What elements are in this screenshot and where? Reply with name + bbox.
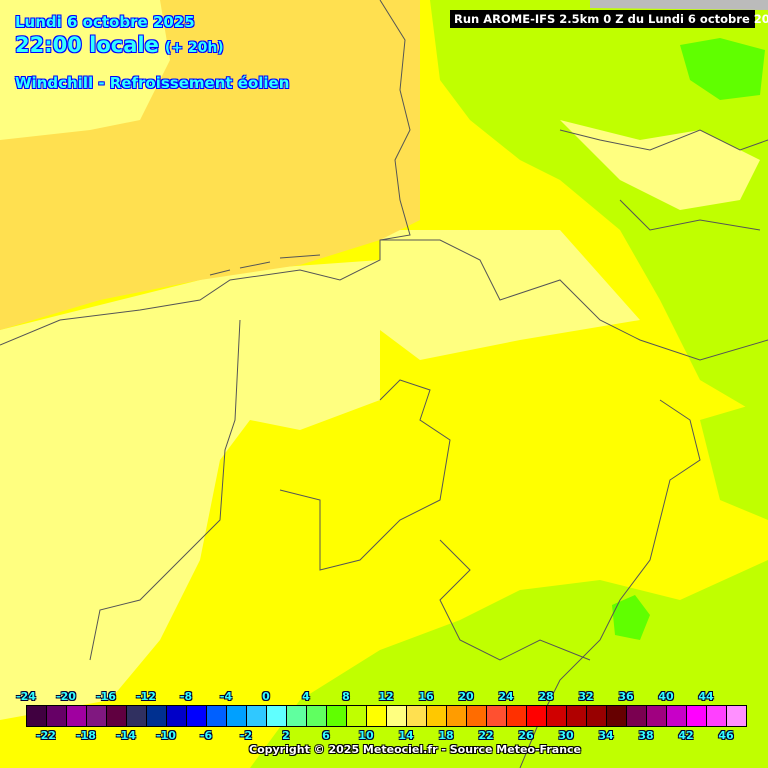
legend-label: 18 <box>438 729 454 742</box>
legend-swatch <box>187 706 207 726</box>
land-zone-pale <box>0 260 380 720</box>
copyright-text: Copyright © 2025 Meteociel.fr - Source M… <box>249 743 582 756</box>
island-chain <box>209 254 321 276</box>
parameter-title: Windchill - Refroissement éolien <box>15 74 290 92</box>
legend-label: 8 <box>342 690 350 703</box>
forecast-date: Lundi 6 octobre 2025 <box>15 13 195 31</box>
legend-swatch <box>447 706 467 726</box>
legend-swatch <box>47 706 67 726</box>
legend-label: 24 <box>498 690 514 703</box>
legend-swatch <box>347 706 367 726</box>
legend-label: 30 <box>558 729 574 742</box>
green-zone-east <box>700 400 768 520</box>
legend-label: 38 <box>638 729 654 742</box>
legend-swatch <box>727 706 746 726</box>
legend-swatch <box>167 706 187 726</box>
legend-swatch <box>227 706 247 726</box>
legend-label: 42 <box>678 729 694 742</box>
legend-swatch <box>107 706 127 726</box>
no-data-zone <box>590 0 768 10</box>
legend-label: 32 <box>578 690 594 703</box>
forecast-offset: (+ 20h) <box>164 40 224 56</box>
legend-label: -16 <box>96 690 116 703</box>
legend-swatch <box>487 706 507 726</box>
legend-swatch <box>127 706 147 726</box>
legend-swatch <box>407 706 427 726</box>
legend-label: 0 <box>262 690 270 703</box>
legend-label: -14 <box>116 729 136 742</box>
legend-swatch <box>267 706 287 726</box>
coast-north <box>559 129 768 231</box>
color-legend <box>26 705 747 727</box>
legend-label: -12 <box>136 690 156 703</box>
legend-swatch <box>427 706 447 726</box>
border-central <box>279 379 451 571</box>
border-east <box>519 399 701 768</box>
green-zone-north <box>430 0 768 420</box>
legend-swatch <box>507 706 527 726</box>
legend-swatch <box>667 706 687 726</box>
legend-label: 16 <box>418 690 434 703</box>
forecast-time: 22:00 locale (+ 20h) <box>15 33 224 57</box>
river <box>439 539 591 661</box>
legend-swatch <box>647 706 667 726</box>
legend-label: -8 <box>179 690 193 703</box>
legend-label: 28 <box>538 690 554 703</box>
legend-swatch <box>287 706 307 726</box>
legend-swatch <box>627 706 647 726</box>
legend-label: 26 <box>518 729 534 742</box>
estuary <box>380 239 768 361</box>
legend-label: -22 <box>36 729 56 742</box>
legend-swatch <box>87 706 107 726</box>
legend-swatch <box>27 706 47 726</box>
legend-label: 20 <box>458 690 474 703</box>
legend-swatch <box>387 706 407 726</box>
legend-label: -4 <box>219 690 233 703</box>
legend-label: -6 <box>199 729 213 742</box>
legend-label: 22 <box>478 729 494 742</box>
legend-label: 4 <box>302 690 310 703</box>
coastline <box>0 0 411 346</box>
legend-label: -18 <box>76 729 96 742</box>
legend-label: 46 <box>718 729 734 742</box>
legend-label: 12 <box>378 690 394 703</box>
legend-swatch <box>547 706 567 726</box>
legend-label: -10 <box>156 729 176 742</box>
legend-swatch <box>67 706 87 726</box>
sea-zone-pale <box>0 0 170 140</box>
legend-swatch <box>367 706 387 726</box>
green-patch-ne <box>680 38 765 100</box>
legend-swatch <box>607 706 627 726</box>
legend-swatch <box>207 706 227 726</box>
legend-label: 40 <box>658 690 674 703</box>
legend-swatch <box>687 706 707 726</box>
legend-label: 34 <box>598 729 614 742</box>
run-info-bar: Run AROME-IFS 2.5km 0 Z du Lundi 6 octob… <box>450 10 768 28</box>
legend-label: -2 <box>239 729 253 742</box>
legend-swatch <box>567 706 587 726</box>
legend-swatch <box>327 706 347 726</box>
legend-swatch <box>467 706 487 726</box>
legend-label: 6 <box>322 729 330 742</box>
green-patch-se <box>612 595 650 640</box>
border-west <box>89 319 241 661</box>
land-zone-pale-north <box>380 230 640 360</box>
legend-label: -24 <box>16 690 36 703</box>
legend-label: 14 <box>398 729 414 742</box>
legend-swatch <box>147 706 167 726</box>
legend-swatch <box>527 706 547 726</box>
local-time: 22:00 locale <box>15 33 159 57</box>
legend-swatch <box>307 706 327 726</box>
legend-swatch <box>587 706 607 726</box>
legend-label: -20 <box>56 690 76 703</box>
legend-label: 10 <box>358 729 374 742</box>
legend-label: 2 <box>282 729 290 742</box>
legend-swatch <box>247 706 267 726</box>
legend-label: 36 <box>618 690 634 703</box>
legend-swatch <box>707 706 727 726</box>
legend-label: 44 <box>698 690 714 703</box>
